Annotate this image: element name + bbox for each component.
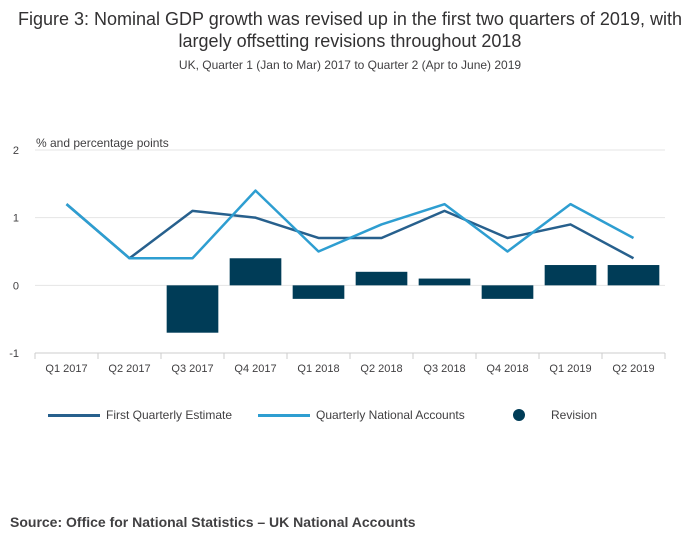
- legend-label: Quarterly National Accounts: [316, 408, 465, 422]
- x-tick-label: Q4 2018: [486, 363, 528, 375]
- y-tick-labels: -1 0 1 2: [9, 145, 19, 360]
- series-line: [65, 189, 635, 260]
- y-tick-label: 1: [13, 213, 19, 225]
- revision-bar: [292, 285, 345, 299]
- x-tick-label: Q3 2018: [423, 363, 465, 375]
- x-tick-label: Q2 2018: [360, 363, 402, 375]
- revision-bar: [229, 258, 282, 286]
- revision-bar: [355, 271, 408, 286]
- legend-line-swatch: [48, 413, 100, 417]
- revision-bar: [481, 285, 534, 299]
- x-tick-label: Q3 2017: [171, 363, 213, 375]
- legend-dot-swatch: [513, 409, 525, 421]
- y-axis-label: % and percentage points: [36, 136, 169, 150]
- x-tick-labels: Q1 2017 Q2 2017 Q3 2017 Q4 2017 Q1 2018 Q2 20…: [45, 363, 654, 375]
- chart-title: Figure 3: Nominal GDP growth was revised…: [18, 9, 682, 51]
- x-tick-label: Q1 2017: [45, 363, 87, 375]
- grid-lines: [34, 149, 666, 359]
- legend-item-quarterly-na: Quarterly National Accounts: [258, 408, 465, 422]
- revision-bar: [607, 265, 660, 286]
- y-tick-label: -1: [9, 348, 19, 360]
- legend-label: Revision: [551, 408, 598, 422]
- series-lines: [65, 189, 635, 260]
- legend: First Quarterly Estimate Quarterly Natio…: [0, 408, 700, 428]
- legend-line-swatch: [258, 413, 310, 417]
- legend-item-first-estimate: First Quarterly Estimate: [48, 408, 232, 422]
- chart-subtitle: UK, Quarter 1 (Jan to Mar) 2017 to Quart…: [178, 58, 522, 72]
- y-tick-label: 2: [13, 145, 19, 157]
- revision-bars: [166, 258, 660, 333]
- x-tick-label: Q2 2017: [108, 363, 150, 375]
- revision-bar: [544, 265, 597, 286]
- x-tick-label: Q1 2019: [549, 363, 591, 375]
- legend-label: First Quarterly Estimate: [106, 408, 233, 422]
- y-tick-label: 0: [13, 280, 19, 292]
- x-tick-label: Q2 2019: [612, 363, 654, 375]
- revision-bar: [418, 278, 471, 286]
- source-note: Source: Office for National Statistics –…: [10, 514, 416, 530]
- series-line: [65, 203, 635, 260]
- x-tick-label: Q1 2018: [297, 363, 339, 375]
- revision-bar: [166, 285, 219, 333]
- legend-item-revision: Revision: [513, 408, 597, 422]
- x-tick-label: Q4 2017: [234, 363, 276, 375]
